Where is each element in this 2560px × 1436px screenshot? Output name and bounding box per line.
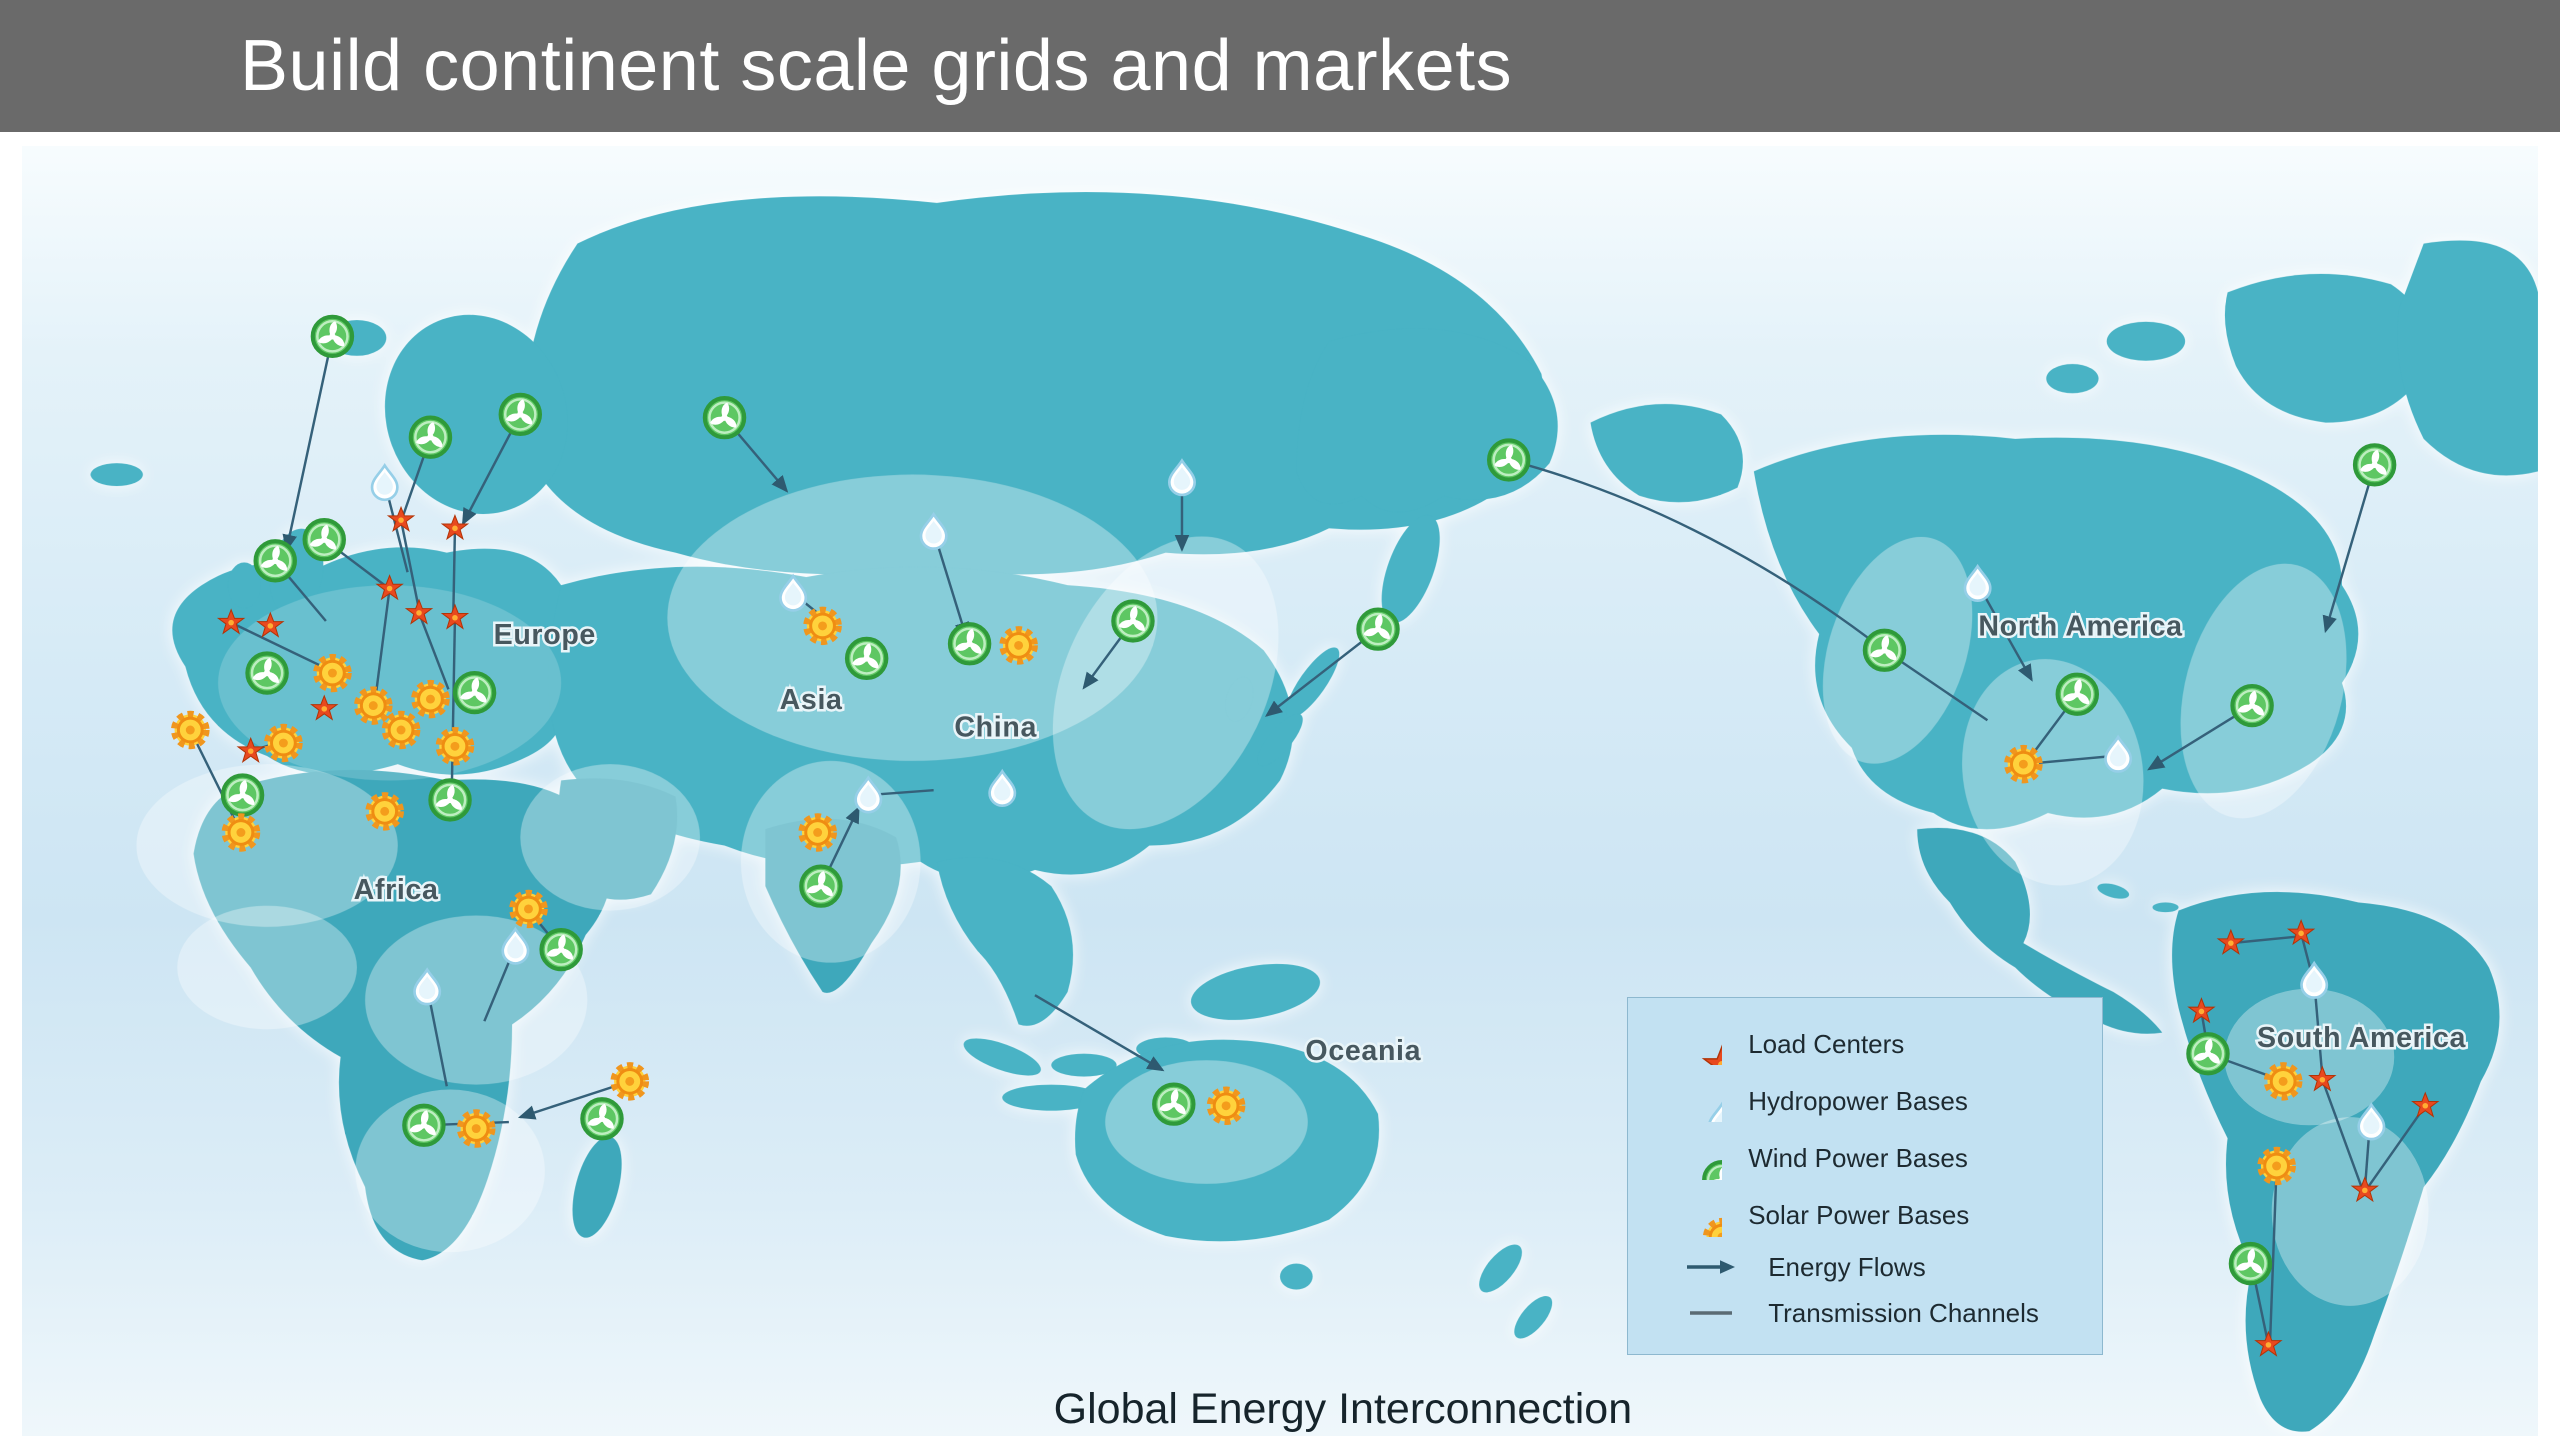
solar-marker	[614, 1066, 645, 1097]
solar-marker	[225, 817, 256, 848]
hydro-marker	[370, 464, 399, 502]
wind-marker	[247, 653, 286, 692]
wind-marker	[705, 398, 744, 437]
wind-marker	[1113, 601, 1152, 640]
solar-marker	[807, 610, 838, 641]
solar-marker	[268, 727, 299, 758]
wind-marker	[950, 624, 989, 663]
wind-marker	[305, 520, 344, 559]
solar-marker	[2008, 749, 2039, 780]
region-label-south-america: South America	[2257, 1022, 2467, 1054]
world-map-svg: Europe Asia China Africa Oceania North Americ…	[90, 192, 2538, 1432]
transmission-channel-line	[373, 588, 391, 703]
wind-marker	[801, 867, 840, 906]
wind-marker	[582, 1099, 621, 1138]
transmission-channel-line	[450, 617, 457, 797]
hydro-icon	[1680, 1080, 1722, 1122]
solar-marker	[513, 893, 544, 924]
energy-flow-arrow	[1034, 994, 1165, 1072]
world-map-area: Europe Asia China Africa Oceania North Americ…	[22, 146, 2538, 1436]
wind-marker	[541, 930, 580, 969]
wind-marker	[2355, 445, 2394, 484]
region-label-oceania: Oceania	[1305, 1035, 1421, 1067]
region-label-north-america: North America	[1978, 611, 2183, 643]
legend-item-solar: Solar Power Bases	[1680, 1195, 2094, 1237]
solar-marker	[2261, 1150, 2292, 1181]
solar-marker	[1003, 630, 1034, 661]
legend-items: Load Centers Hydropower Bases Wind Power B…	[1628, 998, 2102, 1353]
legend-item-wind: Wind Power Bases	[1680, 1138, 2094, 1180]
wind-icon	[1680, 1138, 1722, 1180]
legend-label: Hydropower Bases	[1748, 1085, 1968, 1116]
energy-flow-arrow	[1508, 458, 1887, 652]
wind-marker	[404, 1106, 443, 1145]
wind-marker	[256, 541, 295, 580]
legend-item-arrow: Energy Flows	[1680, 1252, 2094, 1283]
solar-marker	[385, 714, 416, 745]
line-icon	[1680, 1298, 1742, 1328]
solar-icon	[1680, 1195, 1722, 1237]
arrow-icon	[1680, 1252, 1742, 1282]
wind-marker	[455, 673, 494, 712]
region-label-africa: Africa	[354, 874, 439, 906]
wind-marker	[847, 639, 886, 678]
region-labels-layer: Europe Asia China Africa Oceania North Americ…	[351, 608, 2468, 1069]
legend-item-line: Transmission Channels	[1680, 1298, 2094, 1329]
solar-marker	[358, 690, 389, 721]
legend-label: Wind Power Bases	[1748, 1143, 1968, 1174]
legend-label: Solar Power Bases	[1748, 1200, 1970, 1231]
wind-marker	[411, 418, 450, 457]
wind-marker	[2058, 675, 2097, 714]
legend-label: Transmission Channels	[1768, 1297, 2039, 1328]
energy-flow-arrow	[282, 336, 334, 552]
wind-marker	[313, 317, 352, 356]
solar-marker	[2267, 1066, 2298, 1097]
transmission-channel-line	[230, 621, 330, 671]
solar-marker	[460, 1113, 491, 1144]
region-label-europe: Europe	[494, 619, 596, 651]
map-legend: Load Centers Hydropower Bases Wind Power B…	[1627, 997, 2103, 1355]
wind-marker	[501, 395, 540, 434]
slide-title-bar: Build continent scale grids and markets	[0, 0, 2560, 132]
wind-marker	[1489, 440, 1528, 479]
transmission-channel-line	[2321, 1079, 2363, 1188]
wind-marker	[223, 775, 262, 814]
wind-marker	[2232, 686, 2271, 725]
map-caption: Global Energy Interconnection	[1053, 1385, 1633, 1433]
legend-label: Energy Flows	[1768, 1251, 1926, 1282]
energy-flow-arrow	[2322, 464, 2376, 634]
solar-marker	[1210, 1090, 1241, 1121]
energy-flow-arrow	[1264, 628, 1379, 717]
transmission-channel-line	[2268, 1165, 2278, 1342]
resource-zones	[136, 474, 2429, 1306]
solar-marker	[802, 817, 833, 848]
legend-label: Load Centers	[1748, 1028, 1905, 1059]
transmission-channel-line	[417, 612, 450, 690]
wind-marker	[1865, 631, 1904, 670]
solar-marker	[439, 731, 470, 762]
transmission-channel-line	[2230, 935, 2298, 945]
solar-marker	[415, 683, 446, 714]
region-label-asia: Asia	[780, 684, 843, 716]
solar-marker	[369, 796, 400, 827]
transmission-channel-line	[2367, 1105, 2427, 1188]
wind-marker	[2231, 1244, 2270, 1283]
transmission-channel-line	[399, 519, 421, 610]
transmission-channel-line	[452, 528, 457, 615]
slide-title: Build continent scale grids and markets	[240, 26, 1513, 106]
star-icon	[1680, 1023, 1722, 1065]
solar-marker	[317, 657, 348, 688]
solar-marker	[175, 714, 206, 745]
wind-marker	[1154, 1085, 1193, 1124]
region-label-china: China	[954, 712, 1037, 744]
wind-marker	[1358, 610, 1397, 649]
energy-flow-arrow	[1976, 582, 2033, 682]
wind-marker	[2188, 1034, 2227, 1073]
wind-marker	[430, 780, 469, 819]
energy-flow-arrow	[932, 531, 970, 640]
legend-item-star: Load Centers	[1680, 1023, 2094, 1065]
legend-item-hydro: Hydropower Bases	[1680, 1080, 2094, 1122]
